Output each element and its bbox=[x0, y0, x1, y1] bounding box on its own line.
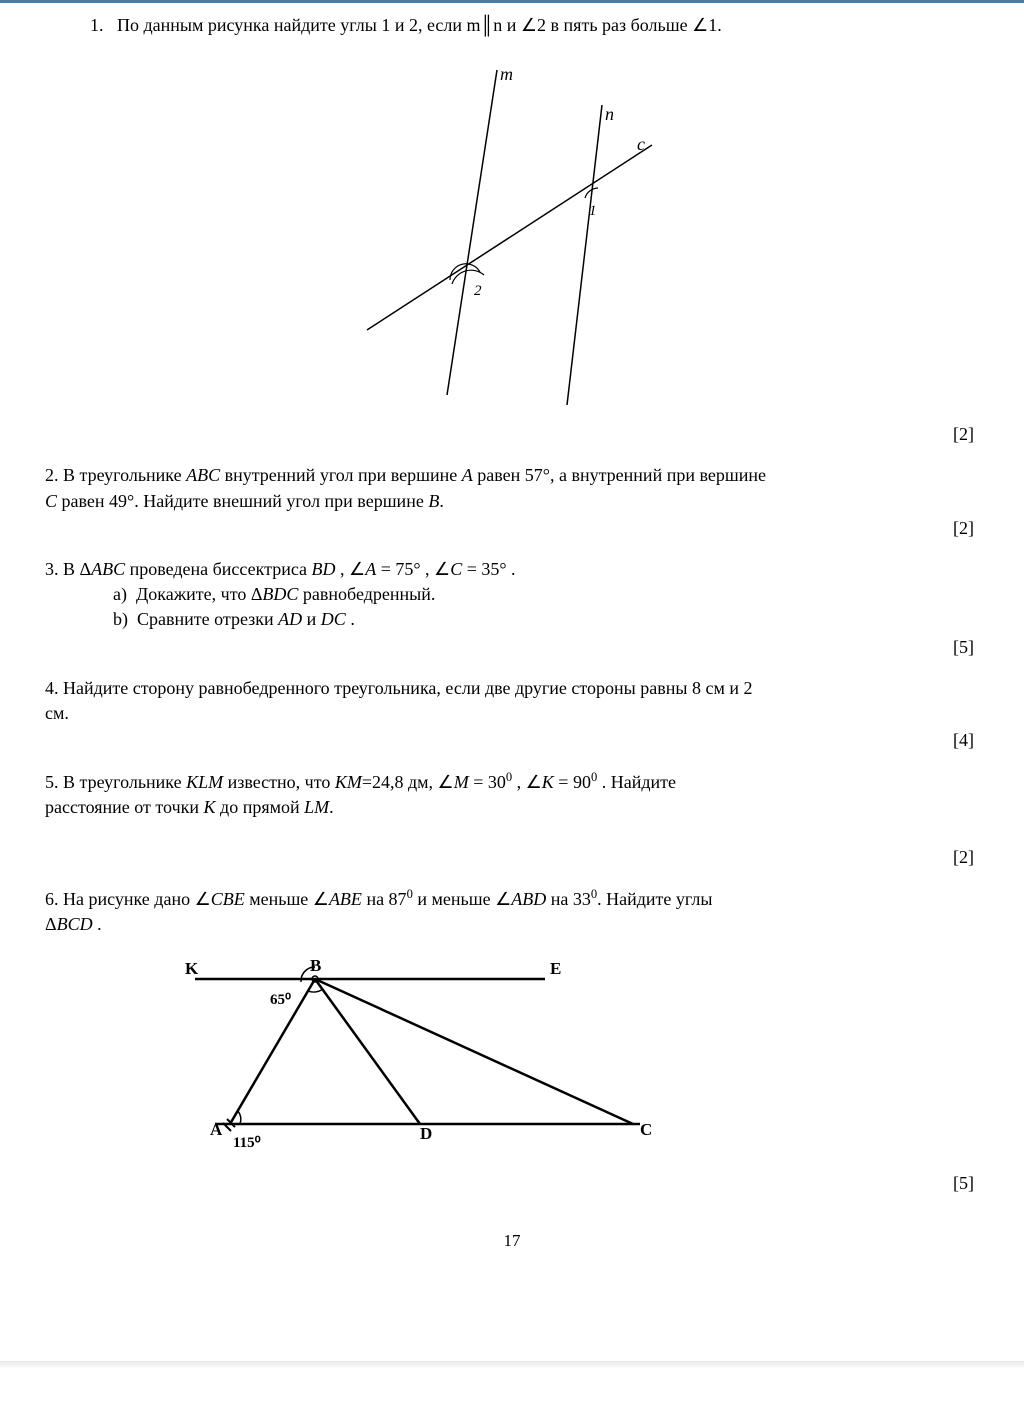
page-number: 17 bbox=[45, 1231, 979, 1251]
line-c bbox=[367, 145, 652, 330]
problem-3-item-b: b) Сравните отрезки AD и DC . bbox=[45, 607, 979, 632]
figure-6-svg: K B E A D C 65⁰ bbox=[165, 949, 725, 1159]
problem-3-score: [5] bbox=[45, 635, 979, 660]
problem-5: 5. В треугольнике KLM известно, что KM=2… bbox=[45, 769, 979, 870]
problem-2-score: [2] bbox=[45, 516, 979, 541]
problem-1-number: 1. bbox=[90, 15, 104, 35]
problem-1: 1. По данным рисунка найдите углы 1 и 2,… bbox=[45, 13, 979, 447]
problem-1-text-part1: По данным рисунка найдите углы 1 и 2, ес… bbox=[117, 15, 481, 35]
line-BC bbox=[315, 979, 633, 1124]
problem-3-line1: 3. В ΔABC проведена биссектриса BD , ∠A … bbox=[45, 557, 979, 582]
problem-5-line1: 5. В треугольнике KLM известно, что KM=2… bbox=[45, 769, 979, 795]
problem-5-line2: расстояние от точки K до прямой LM. bbox=[45, 795, 979, 820]
problem-1-text-part2: n и ∠2 в пять раз больше ∠1. bbox=[493, 15, 721, 35]
label-n: n bbox=[605, 104, 614, 124]
problem-2: 2. В треугольнике ABC внутренний угол пр… bbox=[45, 463, 979, 541]
label-angle-1: 1 bbox=[589, 203, 597, 219]
problem-1-figure: m n c 1 2 bbox=[45, 50, 979, 410]
problem-6-figure: K B E A D C 65⁰ bbox=[45, 949, 979, 1159]
label-C: C bbox=[640, 1120, 652, 1139]
label-A: A bbox=[210, 1120, 223, 1139]
problem-6: 6. На рисунке дано ∠CBE меньше ∠ABE на 8… bbox=[45, 886, 979, 1197]
problem-6-line1: 6. На рисунке дано ∠CBE меньше ∠ABE на 8… bbox=[45, 886, 979, 912]
problem-6-line2: ΔBCD . bbox=[45, 912, 979, 937]
problem-4-score: [4] bbox=[45, 728, 979, 753]
problem-3: 3. В ΔABC проведена биссектриса BD , ∠A … bbox=[45, 557, 979, 660]
problem-6-score: [5] bbox=[45, 1171, 979, 1196]
problem-4-line2: см. bbox=[45, 701, 979, 726]
label-E: E bbox=[550, 959, 561, 978]
label-K: K bbox=[185, 959, 199, 978]
problem-1-score: [2] bbox=[45, 422, 979, 447]
page-content: 1. По данным рисунка найдите углы 1 и 2,… bbox=[0, 3, 1024, 1281]
label-angle-2: 2 bbox=[474, 283, 482, 299]
bottom-shadow bbox=[0, 1361, 1024, 1369]
angle-A-arc bbox=[238, 1111, 241, 1124]
problem-5-score: [2] bbox=[45, 845, 979, 870]
label-B: B bbox=[310, 956, 321, 975]
problem-2-line2: C равен 49°. Найдите внешний угол при ве… bbox=[45, 489, 979, 514]
line-BD bbox=[315, 979, 420, 1124]
label-m: m bbox=[500, 64, 513, 84]
problem-1-text: 1. По данным рисунка найдите углы 1 и 2,… bbox=[45, 13, 979, 38]
line-n bbox=[567, 105, 602, 405]
label-c: c bbox=[637, 134, 645, 154]
label-D: D bbox=[420, 1124, 432, 1143]
figure-1-svg: m n c 1 2 bbox=[322, 50, 702, 410]
problem-2-line1: 2. В треугольнике ABC внутренний угол пр… bbox=[45, 463, 979, 488]
label-115: 115⁰ bbox=[233, 1135, 261, 1151]
line-m bbox=[447, 70, 497, 395]
problem-4-line1: 4. Найдите сторону равнобедренного треуг… bbox=[45, 676, 979, 701]
problem-3-item-a: a) Докажите, что ΔBDC равнобедренный. bbox=[45, 582, 979, 607]
problem-4: 4. Найдите сторону равнобедренного треуг… bbox=[45, 676, 979, 754]
label-65: 65⁰ bbox=[270, 992, 291, 1008]
